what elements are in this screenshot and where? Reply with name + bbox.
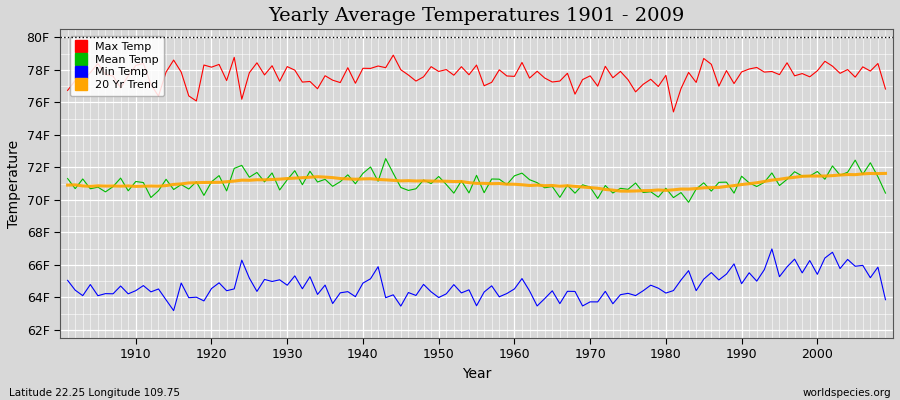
Text: Latitude 22.25 Longitude 109.75: Latitude 22.25 Longitude 109.75 bbox=[9, 388, 180, 398]
X-axis label: Year: Year bbox=[462, 367, 491, 381]
Text: worldspecies.org: worldspecies.org bbox=[803, 388, 891, 398]
Title: Yearly Average Temperatures 1901 - 2009: Yearly Average Temperatures 1901 - 2009 bbox=[268, 7, 685, 25]
Y-axis label: Temperature: Temperature bbox=[7, 140, 21, 228]
Legend: Max Temp, Mean Temp, Min Temp, 20 Yr Trend: Max Temp, Mean Temp, Min Temp, 20 Yr Tre… bbox=[70, 36, 165, 96]
